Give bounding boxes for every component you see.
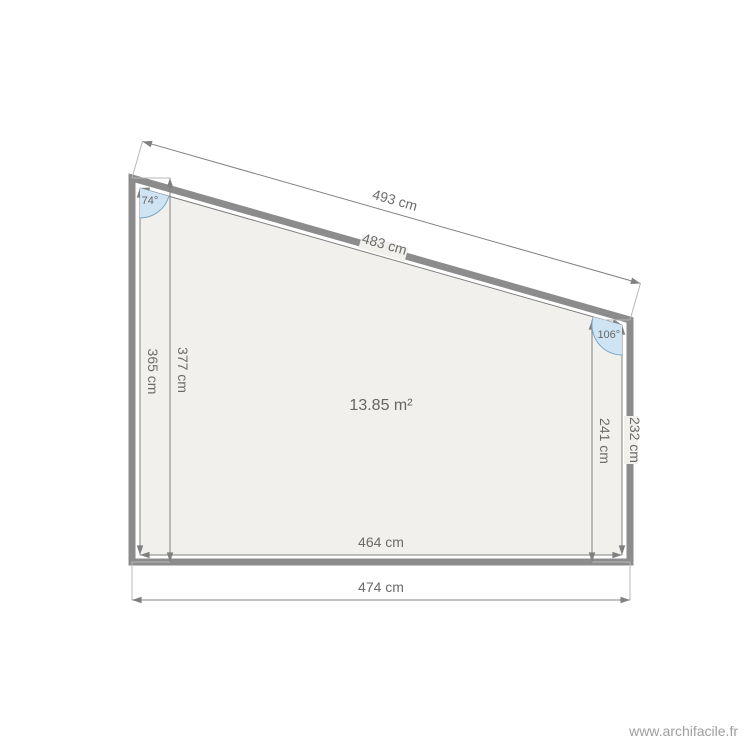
dim-label: 377 cm (175, 347, 191, 393)
dim-label: 464 cm (358, 534, 404, 550)
dim-label: 365 cm (145, 349, 161, 395)
area-label: 13.85 m² (349, 397, 413, 414)
dim-label: 474 cm (358, 579, 404, 595)
dim-label: 241 cm (597, 418, 613, 464)
angle-label: 74° (142, 195, 159, 207)
watermark: www.archifacile.fr (628, 723, 738, 739)
dim-label: 232 cm (627, 417, 643, 463)
angle-label: 106° (597, 329, 620, 341)
